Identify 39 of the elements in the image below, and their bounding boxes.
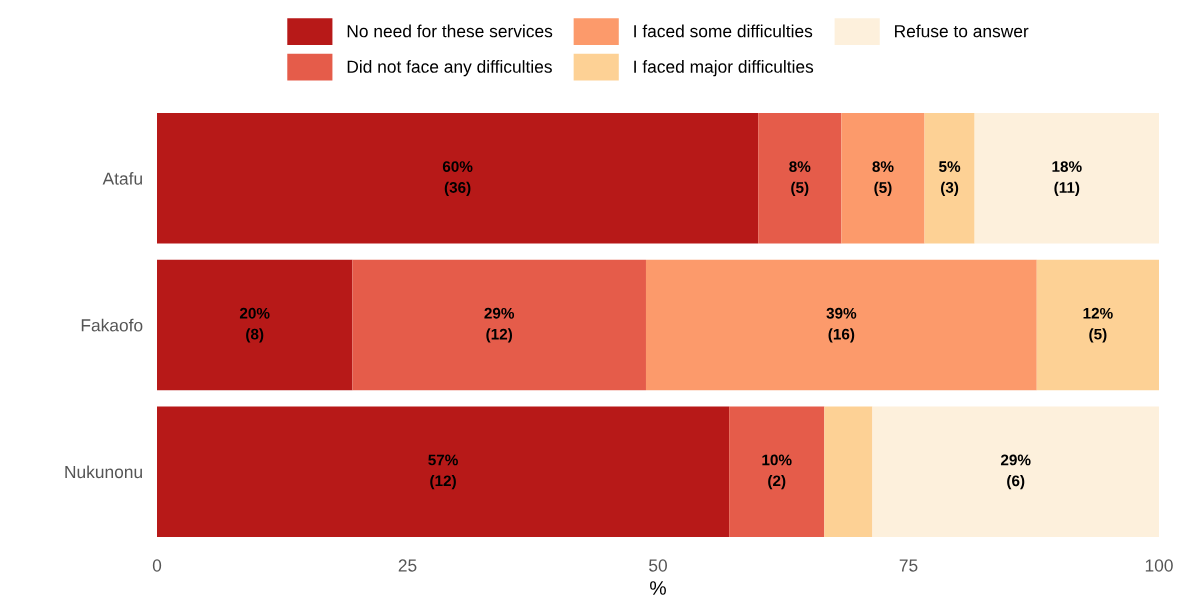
bar [352,259,646,391]
data-label: 10% (2) [762,454,792,490]
data-label: 57% (12) [428,454,458,490]
bar [872,406,1159,537]
legend-label: Did not face any difficulties [347,60,552,77]
bar [924,113,975,244]
data-label: 8% (5) [789,161,811,196]
x-tick-label: 75 [899,559,918,572]
y-tick-label: Nukunonu [65,465,142,479]
x-tick-label: 0 [152,559,162,572]
legend-label: Refuse to answer [895,24,1029,38]
data-label: 29% (6) [1000,454,1031,490]
x-tick-label: 100 [1145,559,1173,572]
bar [157,259,353,391]
legend-label: I faced major difficulties [634,60,814,77]
data-label: 8% (5) [872,161,894,196]
bar [1036,259,1159,391]
data-label: 29% (12) [484,307,515,343]
data-label: 18% (11) [1052,161,1082,196]
data-label: 12% (5) [1083,307,1113,343]
bar [974,113,1159,244]
bar [758,113,842,244]
legend-label: No need for these services [347,24,553,38]
bar [824,406,873,537]
data-label: 20% (8) [239,307,270,343]
data-label: 60% (36) [442,161,473,196]
data-label: 5% (3) [939,161,961,196]
x-tick-label: 25 [398,559,417,572]
bar [645,259,1037,391]
x-tick-label: 50 [649,559,667,572]
y-tick-label: Atafu [102,172,142,185]
x-axis-title: % [650,581,666,595]
data-label: 39% (16) [826,307,857,343]
bar [157,113,759,244]
bar [841,113,925,244]
bar [729,406,825,537]
bar [157,406,730,537]
legend-label: I faced some difficulties [634,24,813,38]
y-tick-label: Fakaofo [81,318,143,332]
